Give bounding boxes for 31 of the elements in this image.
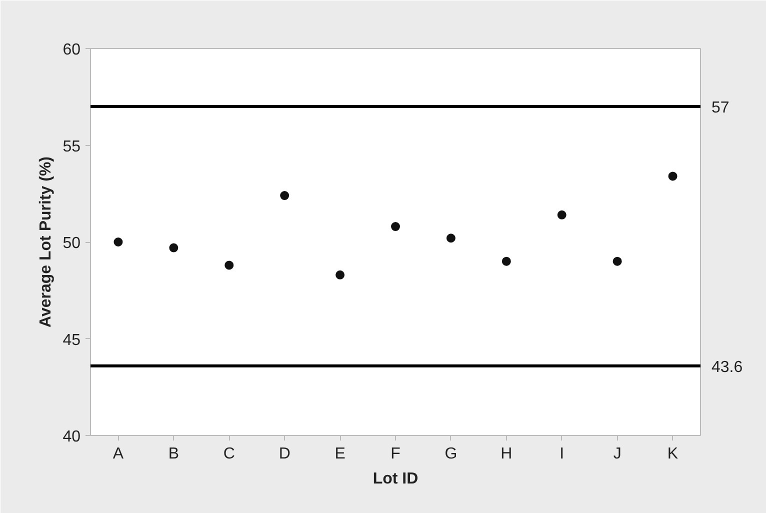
x-tick-label: J [613,446,622,462]
x-tick-label: K [667,446,678,462]
point [114,238,123,246]
y-tick-label: 55 [62,138,81,156]
point [612,256,622,266]
x-tick-label: D [278,446,290,462]
y-tick-label: 40 [62,428,81,446]
x-tick-label: C [223,446,235,462]
x-tick-label: B [168,446,180,462]
point [668,172,678,181]
x-tick-label: G [444,446,458,462]
point [446,234,456,243]
ref-line-label: 43.6 [712,358,743,376]
point [391,222,400,232]
ref-line-label: 57 [712,100,730,117]
y-tick-label: 60 [62,42,81,58]
y-tick-label: 45 [62,332,81,349]
y-axis-title: Average Lot Purity (%) [38,156,55,328]
x-axis-title: Lot ID [372,470,418,488]
point [280,191,290,200]
x-tick-label: F [390,446,401,462]
x-tick-label: I [560,446,564,462]
x-tick-label: H [500,446,512,462]
x-tick-label: E [334,446,346,462]
point [557,210,566,220]
y-tick-label: 50 [62,235,81,252]
point [336,270,345,280]
point [169,243,178,252]
x-tick-label: A [112,446,124,462]
point [224,260,234,270]
point [502,256,511,266]
